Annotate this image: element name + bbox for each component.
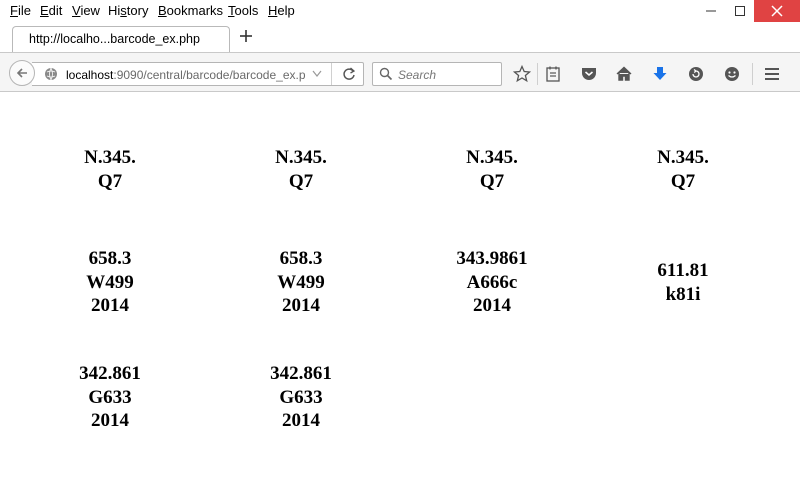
label-line: 2014 [473,295,511,316]
label-line: Q7 [479,170,505,192]
label-line: G633 [279,386,323,408]
call-number-label: 611.81 k81i [623,259,743,306]
label-line: 342.861 [79,363,141,384]
label-line: A666c [466,271,518,293]
navigation-toolbar: localhost:9090/central/barcode/barcode_e… [0,52,800,92]
page-content: N.345. Q7 N.345. Q7 N.345. Q7 N.345. Q7 … [0,92,800,502]
history-sync-icon[interactable] [687,65,705,83]
url-text: localhost:9090/central/barcode/barcode_e… [66,68,306,82]
label-line: Q7 [670,170,696,192]
menu-tools[interactable]: Tools [228,3,259,18]
call-number-label: 658.3 W499 2014 [241,247,361,318]
menu-bookmarks[interactable]: Bookmarks [158,3,224,18]
menu-file[interactable]: File [10,3,31,18]
hamburger-menu-icon[interactable] [763,65,781,83]
label-line: 342.861 [270,363,332,384]
label-line: Q7 [97,170,123,192]
toolbar-divider [537,63,538,85]
menu-bar: File Edit View History Bookmarks Tools H… [0,0,800,22]
label-line: 2014 [91,410,129,431]
url-dropdown-icon[interactable] [312,67,322,84]
toolbar-divider [752,63,753,85]
url-host: localhost [66,68,114,82]
label-line: W499 [86,271,134,293]
label-line: 658.3 [279,248,323,269]
maximize-button[interactable] [725,0,755,22]
globe-icon [44,67,58,84]
label-line: W499 [277,271,325,293]
tab-active[interactable]: http://localho...barcode_ex.php [12,26,230,53]
search-bar[interactable]: Search [372,62,502,86]
minimize-icon [706,10,716,12]
call-number-label: N.345. Q7 [241,146,361,193]
maximize-icon [735,6,745,16]
call-number-label: N.345. Q7 [623,146,743,193]
label-line: 343.9861 [456,248,528,269]
label-line: 2014 [282,295,320,316]
label-line: Q7 [288,170,314,192]
call-number-label: N.345. Q7 [50,146,170,193]
menu-edit[interactable]: Edit [40,3,63,18]
call-number-label: 342.861 G633 2014 [241,362,361,433]
label-line: N.345. [275,147,327,168]
back-arrow-icon [16,68,27,78]
label-line: 2014 [91,295,129,316]
call-number-label: 343.9861 A666c 2014 [432,247,552,318]
label-line: 611.81 [657,260,709,281]
call-number-label: 342.861 G633 2014 [50,362,170,433]
tab-title: http://localho...barcode_ex.php [29,32,200,46]
pocket-icon[interactable] [580,65,598,83]
reading-list-icon[interactable] [544,65,562,83]
url-path: :9090/central/barcode/barcode_ex.p [113,68,306,82]
back-button[interactable] [9,60,35,86]
close-icon [771,5,783,17]
minimize-button[interactable] [696,0,726,22]
url-bar[interactable]: localhost:9090/central/barcode/barcode_e… [32,62,364,86]
call-number-label: N.345. Q7 [432,146,552,193]
label-line: N.345. [657,147,709,168]
home-icon[interactable] [615,65,633,83]
url-separator [331,63,332,85]
search-icon [379,67,393,84]
tab-bar: http://localho...barcode_ex.php [0,22,800,53]
label-line: N.345. [84,147,136,168]
reload-icon[interactable] [341,66,357,85]
menu-history[interactable]: History [108,3,149,18]
label-line: k81i [665,283,701,305]
label-line: 658.3 [88,248,132,269]
menu-help[interactable]: Help [268,3,295,18]
label-line: G633 [88,386,132,408]
label-line: N.345. [466,147,518,168]
new-tab-button[interactable] [236,28,256,48]
call-number-label: 658.3 W499 2014 [50,247,170,318]
search-input[interactable]: Search [398,68,437,82]
hello-chat-icon[interactable] [723,65,741,83]
download-arrow-icon[interactable] [651,65,669,83]
close-window-button[interactable] [754,0,800,22]
menu-view[interactable]: View [72,3,100,18]
label-line: 2014 [282,410,320,431]
plus-icon [240,30,252,42]
bookmark-star-icon[interactable] [513,65,531,83]
